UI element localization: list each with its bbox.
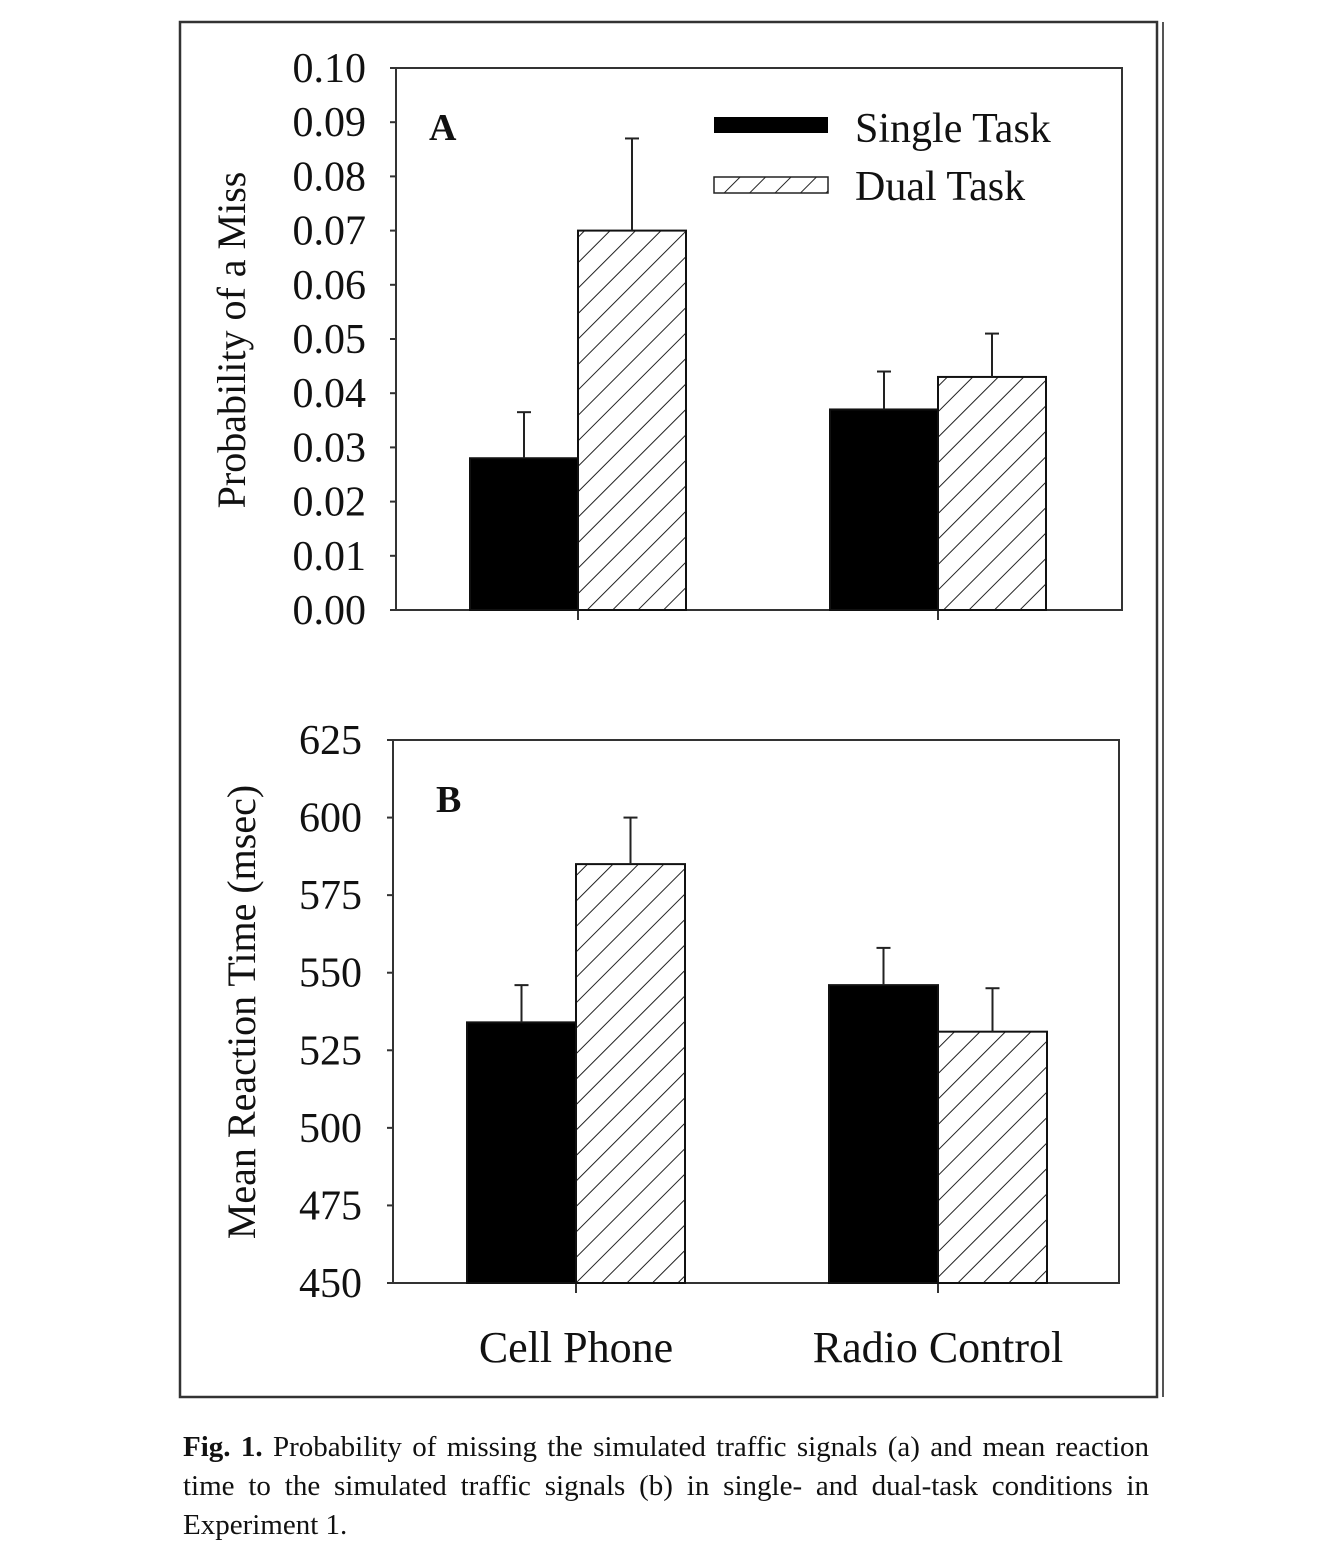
figure-border: [178, 20, 1159, 1399]
panel-a-bar-single-task: [469, 457, 579, 611]
panel-b-y-tick-label: 625: [299, 718, 362, 764]
panel-b-y-tick-label: 475: [299, 1183, 362, 1229]
panel-b-y-axis-label: Mean Reaction Time (msec): [219, 785, 264, 1239]
legend-swatch-dual-task: [713, 176, 829, 194]
figure-caption: Fig. 1. Probability of missing the simul…: [183, 1428, 1149, 1545]
panel-b-plot-area: [392, 739, 1120, 1284]
panel-b-bar-single-task: [828, 984, 939, 1285]
legend-swatch-single-task: [714, 117, 828, 133]
panel-b-category-label: Cell Phone: [479, 1323, 673, 1372]
panel-a-y-tick-label: 0.09: [293, 100, 367, 146]
panel-b-y-tick-label: 450: [299, 1261, 362, 1307]
panel-a-y-tick-label: 0.00: [293, 588, 367, 634]
panel-b-y-tick-label: 575: [299, 873, 362, 919]
panel-b-category-label: Radio Control: [813, 1323, 1064, 1372]
panel-a-y-tick-label: 0.08: [293, 154, 367, 200]
legend-label-dual-task: Dual Task: [855, 164, 1025, 210]
panel-b-bar-single-task: [466, 1021, 577, 1284]
panel-b-bar-dual-task: [575, 863, 686, 1284]
panel-b-y-tick-label: 525: [299, 1028, 362, 1074]
panel-a-y-tick-label: 0.06: [293, 263, 367, 309]
panel-a-bar-single-task: [829, 408, 939, 611]
panel-a-label: A: [429, 107, 457, 149]
panel-a: 0.00 0.01 0.02 0.03 0.04 0.05 0.06 0.07 0.08 0.09…: [209, 46, 1123, 634]
panel-b-y-tick-label: 600: [299, 796, 362, 842]
caption-label: Fig. 1.: [183, 1431, 263, 1463]
panel-a-y-tick-label: 0.05: [293, 317, 367, 363]
panel-b-label: B: [436, 779, 461, 821]
panel-a-y-tick-label: 0.07: [293, 209, 367, 255]
panel-b-bar-dual-task: [937, 1030, 1048, 1284]
caption-text: Probability of missing the simulated tra…: [183, 1431, 1150, 1541]
panel-a-y-tick-label: 0.02: [293, 480, 367, 526]
panel-a-y-axis-label: Probability of a Miss: [209, 172, 254, 509]
panel-b-y-tick-label: 500: [299, 1106, 362, 1152]
panel-a-bar-dual-task: [937, 375, 1047, 611]
panel-a-y-tick-label: 0.10: [293, 46, 367, 92]
legend: Single Task Dual Task: [713, 106, 1051, 210]
panel-b-y-tick-label: 550: [299, 951, 362, 997]
panel-a-y-tick-label: 0.01: [293, 534, 367, 580]
panel-a-y-tick-label: 0.03: [293, 425, 367, 471]
panel-a-y-tick-label: 0.04: [293, 371, 367, 417]
panel-a-bar-dual-task: [577, 229, 687, 611]
legend-label-single-task: Single Task: [855, 106, 1051, 152]
panel-b: 450 475 500 525 550 575 600 625 Cell Phone Radio …: [219, 718, 1120, 1372]
